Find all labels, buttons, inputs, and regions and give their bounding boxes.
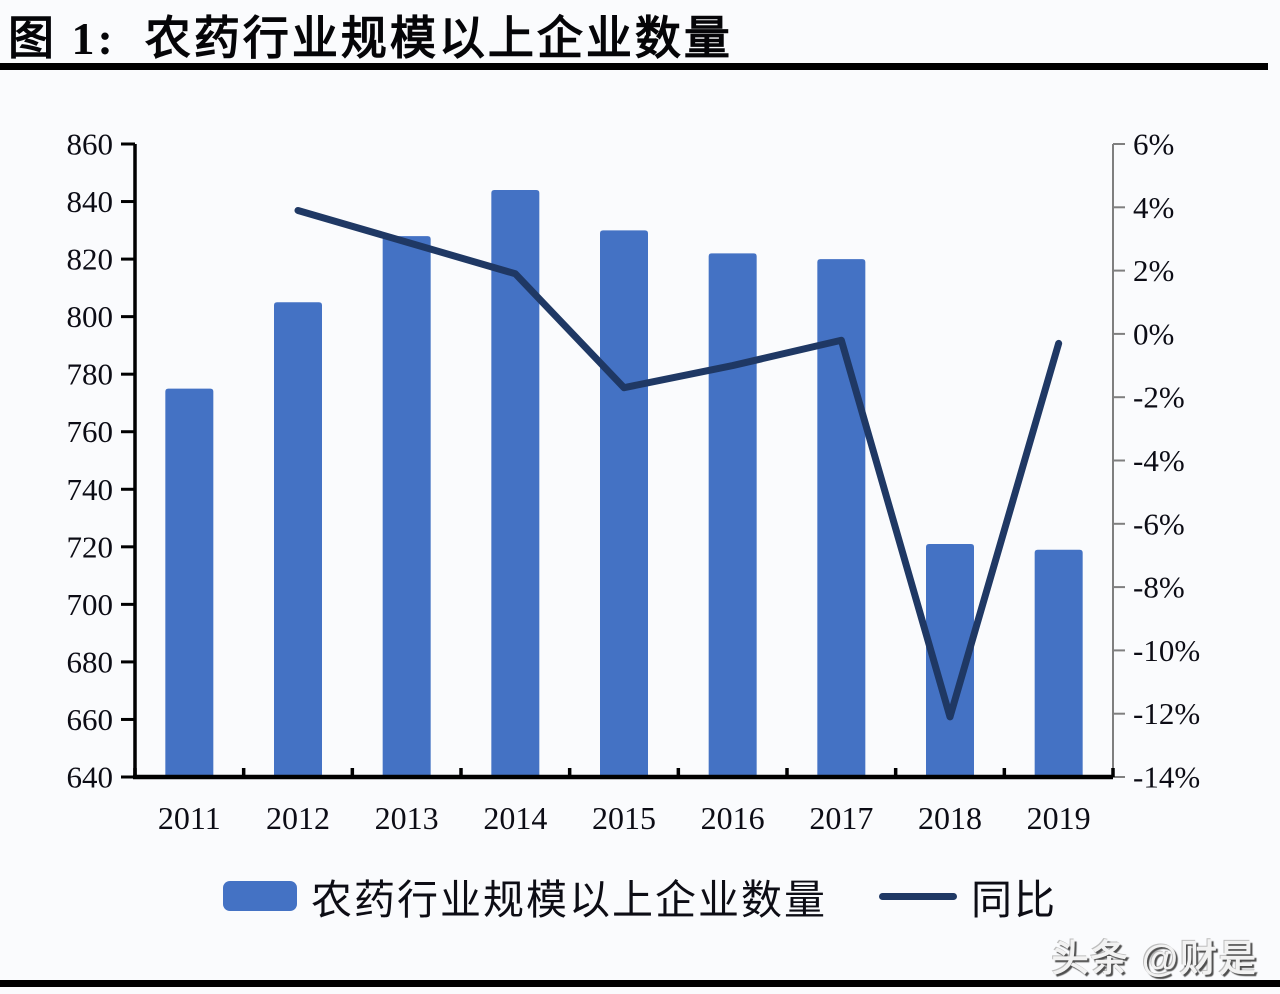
bar-2018: [926, 543, 974, 777]
legend-item-bars: 农药行业规模以上企业数量: [223, 866, 827, 926]
right-axis-label: 0%: [1133, 316, 1174, 351]
right-axis-label: -6%: [1133, 506, 1185, 541]
right-axis-label: -12%: [1133, 696, 1200, 731]
left-axis-label: 720: [67, 529, 114, 564]
left-axis-label: 820: [67, 242, 114, 277]
chart-legend: 农药行业规模以上企业数量 同比: [0, 866, 1280, 926]
legend-label-bars: 农药行业规模以上企业数量: [311, 877, 827, 923]
right-axis-label: -2%: [1133, 380, 1185, 415]
title-rule: [0, 63, 1268, 70]
left-axis-label: 700: [67, 587, 114, 622]
left-axis-label: 860: [67, 127, 114, 162]
right-axis-label: -10%: [1133, 633, 1200, 668]
right-axis-label: 4%: [1133, 190, 1174, 225]
x-axis-label-2012: 2012: [266, 800, 330, 836]
left-axis-label: 680: [67, 644, 114, 679]
left-axis-label: 640: [67, 760, 114, 795]
x-axis-label-2018: 2018: [918, 800, 982, 836]
bar-2015: [600, 230, 648, 777]
right-axis-label: -8%: [1133, 570, 1185, 605]
right-axis-label: -14%: [1133, 760, 1200, 795]
x-axis-label-2013: 2013: [375, 800, 439, 836]
bar-2013: [382, 236, 431, 777]
legend-label-line: 同比: [971, 877, 1057, 923]
right-axis-label: -4%: [1133, 443, 1185, 478]
legend-item-line: 同比: [879, 866, 1057, 926]
yoy-line: [294, 206, 1063, 721]
x-axis-label-2016: 2016: [701, 800, 765, 836]
line-series-swatch: [879, 892, 957, 900]
x-axis-label-2011: 2011: [158, 800, 221, 836]
x-axis-label-2014: 2014: [483, 800, 547, 836]
right-axis-label: 2%: [1133, 253, 1174, 288]
bar-2014: [491, 190, 540, 777]
left-axis-label: 840: [67, 184, 114, 219]
bar-2011: [165, 388, 214, 777]
left-axis-label: 660: [67, 702, 114, 737]
bottom-rule: [0, 980, 1280, 987]
left-axis-label: 780: [67, 357, 114, 392]
bar-2012: [274, 302, 322, 777]
x-axis-label-2019: 2019: [1027, 800, 1091, 836]
left-axis-label: 740: [67, 472, 114, 507]
bar-2016: [708, 253, 757, 777]
right-axis-label: 6%: [1133, 127, 1174, 162]
x-axis-label-2017: 2017: [809, 800, 873, 836]
left-axis-label: 760: [67, 414, 114, 449]
bar-series-swatch: [223, 881, 297, 911]
left-axis-label: 800: [67, 299, 114, 334]
bar-2019: [1034, 549, 1083, 777]
figure-title: 图 1: 农药行业规模以上企业数量: [8, 13, 733, 64]
watermark: 头条 @财是: [1051, 938, 1258, 979]
x-axis-label-2015: 2015: [592, 800, 656, 836]
